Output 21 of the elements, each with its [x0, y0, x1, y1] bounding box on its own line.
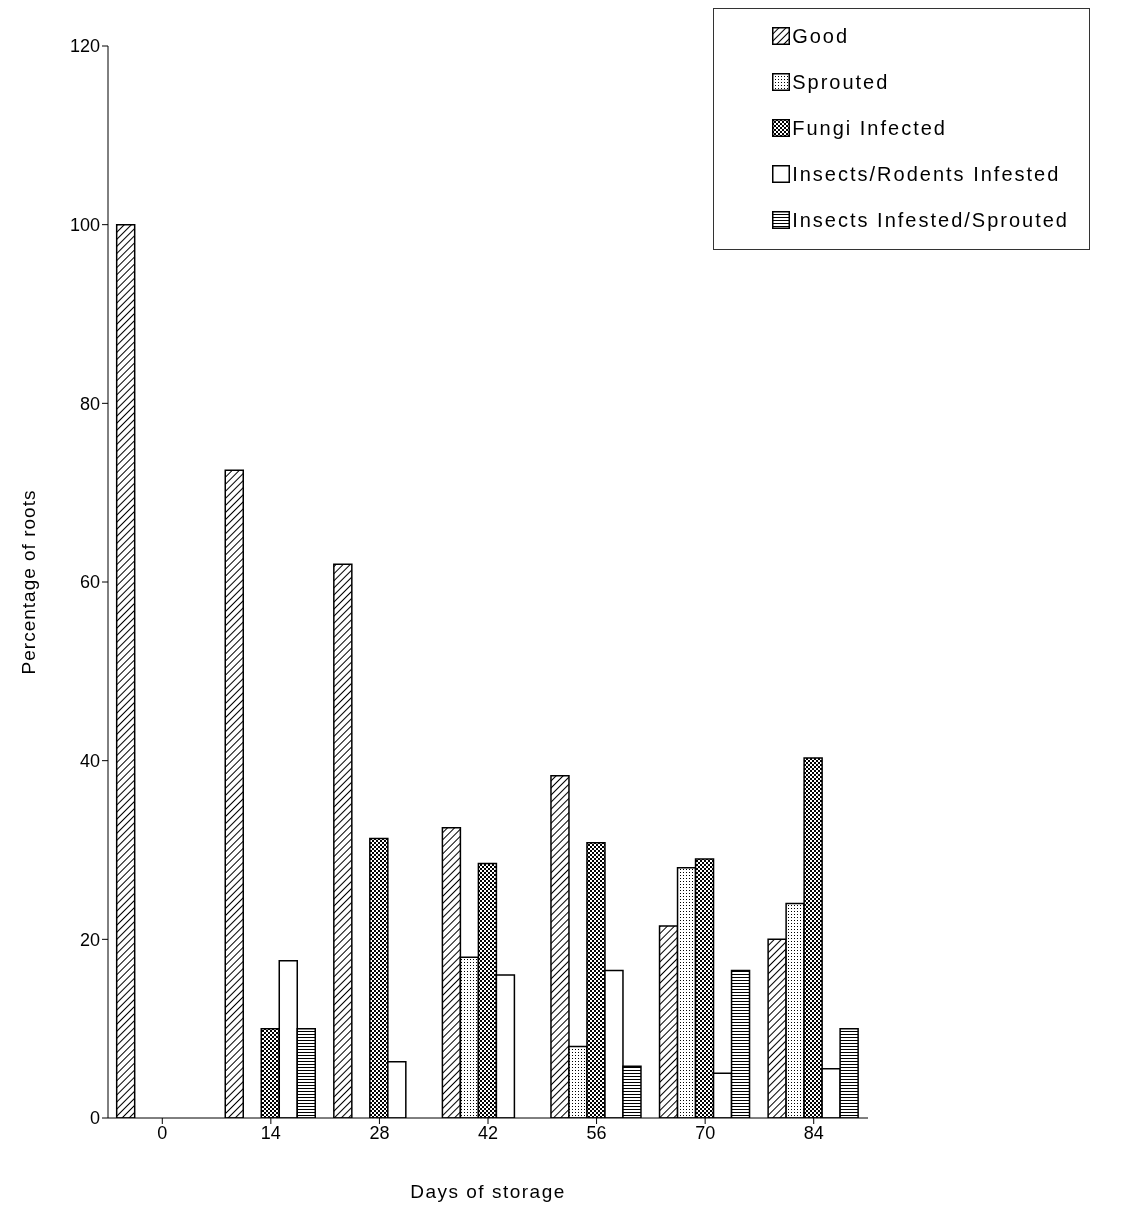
- y-tick-label: 100: [69, 215, 100, 236]
- x-tick-label: 56: [586, 1122, 607, 1143]
- legend-label: Insects Infested/Sprouted: [792, 208, 1069, 232]
- y-tick-label: 80: [79, 393, 100, 414]
- y-tick-label: 120: [69, 36, 100, 57]
- legend-label: Sprouted: [792, 70, 890, 94]
- y-tick-label: 0: [89, 1108, 100, 1129]
- x-tick-label: 0: [157, 1122, 168, 1143]
- legend-label: Good: [792, 24, 850, 48]
- y-tick-label: 20: [79, 929, 100, 950]
- x-tick-label: 84: [803, 1122, 824, 1143]
- x-axis-title: Days of storage: [410, 1181, 566, 1202]
- legend-label: Insects/Rodents Infested: [792, 162, 1061, 186]
- x-tick-label: 28: [369, 1122, 390, 1143]
- y-axis-title: Percentage of roots: [17, 489, 39, 675]
- y-tick-label: 40: [79, 751, 100, 772]
- x-tick-label: 70: [695, 1122, 716, 1143]
- x-tick-label: 42: [477, 1122, 499, 1143]
- y-tick-label: 60: [79, 572, 100, 593]
- legend-label: Fungi Infected: [792, 116, 947, 140]
- x-tick-label: 14: [260, 1122, 281, 1143]
